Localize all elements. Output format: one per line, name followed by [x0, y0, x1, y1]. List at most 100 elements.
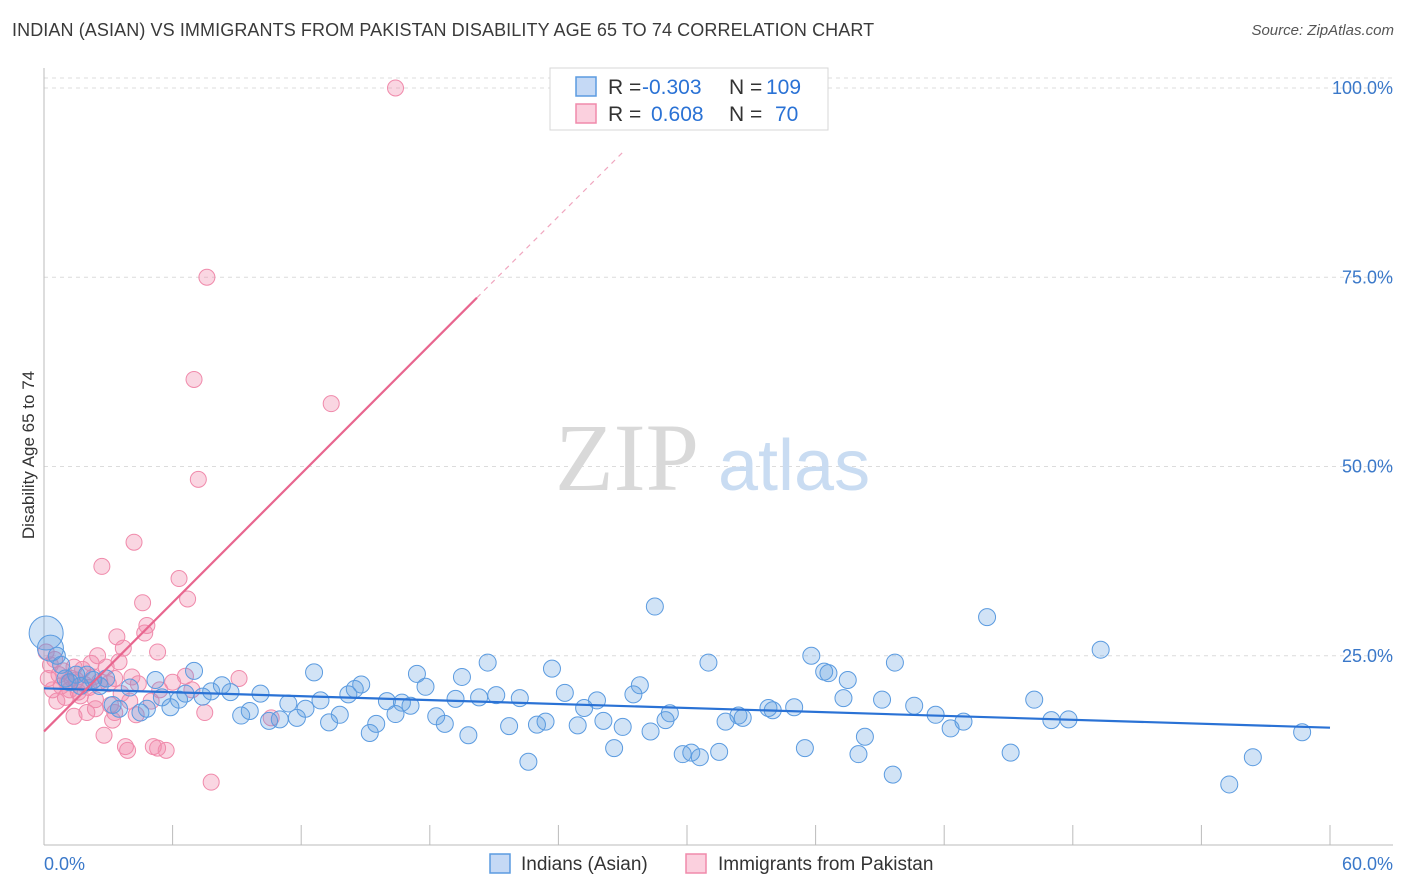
indian-point-36: [311, 691, 330, 710]
trend-lines: [43, 151, 1331, 733]
indian-point-2: [47, 646, 66, 665]
indian-trend-line: [43, 687, 1331, 729]
indian-point-14: [120, 678, 139, 697]
indian-point-73: [641, 722, 660, 741]
pakistan-point-23: [86, 691, 104, 709]
source-label: Source: ZipAtlas.com: [1251, 22, 1394, 39]
pakistan-point-41: [125, 533, 143, 551]
indian-point-89: [802, 646, 821, 665]
watermark-zip: ZIP: [555, 404, 699, 511]
chart-title: INDIAN (ASIAN) VS IMMIGRANTS FROM PAKIST…: [12, 20, 875, 40]
indian-point-51: [435, 714, 454, 733]
indian-point-94: [849, 745, 868, 764]
indian-point-95: [855, 727, 874, 746]
indian-point-88: [795, 739, 814, 758]
indian-point-11: [97, 669, 116, 688]
indian-point-0: [28, 615, 64, 651]
pakistan-point-40: [123, 668, 141, 686]
indian-point-74: [645, 597, 664, 616]
pakistan-point-59: [196, 704, 214, 722]
indian-point-76: [660, 704, 679, 723]
indian-point-78: [682, 743, 701, 762]
indian-point-92: [834, 689, 853, 708]
pakistan-point-24: [89, 647, 107, 665]
indian-points: [28, 597, 1312, 794]
indian-point-54: [459, 726, 478, 745]
indian-point-62: [536, 712, 555, 731]
indian-point-43: [367, 714, 386, 733]
y-tick-label-75: 75.0%: [1342, 267, 1393, 287]
series-legend-label-pakistan: Immigrants from Pakistan: [718, 854, 933, 875]
pakistan-point-27: [95, 726, 113, 744]
pakistan-point-60: [198, 268, 216, 286]
pakistan-point-57: [185, 370, 203, 388]
indian-point-5: [60, 673, 79, 692]
legend-n-label-2: N =: [729, 103, 762, 126]
legend-r-value-1: -0.303: [642, 76, 702, 99]
pakistan-point-44: [134, 594, 152, 612]
indian-point-47: [401, 696, 420, 715]
pakistan-point-1: [39, 669, 57, 687]
indian-point-91: [819, 664, 838, 683]
indian-point-98: [885, 653, 904, 672]
indian-point-57: [487, 686, 506, 705]
indian-point-72: [630, 676, 649, 695]
indian-point-53: [452, 667, 471, 686]
indian-point-48: [407, 664, 426, 683]
indian-point-34: [296, 699, 315, 718]
pakistan-point-34: [110, 653, 128, 671]
pakistan-point-49: [149, 643, 167, 661]
legend-n-value-2: 70: [775, 103, 798, 126]
legend-r-value-2: 0.608: [651, 103, 704, 126]
legend-r-label-1: R =: [608, 76, 641, 99]
indian-point-35: [305, 663, 324, 682]
indian-point-56: [478, 653, 497, 672]
pakistan-point-61: [202, 773, 220, 791]
indian-point-45: [386, 705, 405, 724]
indian-point-69: [605, 739, 624, 758]
indian-point-13: [110, 699, 129, 718]
indian-point-79: [690, 748, 709, 767]
watermark: ZIP atlas: [555, 404, 870, 511]
indian-point-31: [270, 710, 289, 729]
stats-legend: R = -0.303 N = 109 R = 0.608 N = 70: [549, 67, 829, 131]
indian-point-42: [360, 723, 379, 742]
indian-point-103: [978, 608, 997, 627]
pakistan-point-53: [170, 570, 188, 588]
pakistan-point-26: [93, 557, 111, 575]
indian-point-55: [470, 688, 489, 707]
indian-point-84: [733, 708, 752, 727]
indian-point-104: [1001, 743, 1020, 762]
y-axis-label: Disability Age 65 to 74: [19, 371, 38, 539]
indian-point-87: [785, 698, 804, 717]
indian-point-70: [613, 717, 632, 736]
indian-point-68: [594, 711, 613, 730]
indian-point-105: [1025, 690, 1044, 709]
indian-point-110: [1243, 748, 1262, 767]
pakistan-point-13: [65, 707, 83, 725]
indian-point-71: [624, 685, 643, 704]
indian-point-93: [838, 670, 857, 689]
pakistan-point-67: [86, 700, 104, 718]
indian-point-58: [500, 717, 519, 736]
legend-swatch-blue: [575, 76, 597, 97]
indian-point-27: [232, 706, 251, 725]
y-tick-label-50: 50.0%: [1342, 457, 1393, 477]
legend-swatch-pink: [575, 103, 597, 124]
indian-point-26: [221, 683, 240, 702]
indian-point-81: [710, 742, 729, 761]
indian-point-37: [320, 713, 339, 732]
pakistan-point-65: [387, 79, 405, 97]
pakistan-point-46: [138, 616, 156, 634]
indian-point-65: [568, 716, 587, 735]
indian-point-29: [251, 684, 270, 703]
legend-n-label-1: N =: [729, 76, 762, 99]
axes: [43, 68, 1393, 846]
indian-point-52: [446, 689, 465, 708]
legend-n-value-1: 109: [766, 76, 801, 99]
series-legend-label-indians: Indians (Asian): [521, 854, 648, 875]
pakistan-point-50: [151, 681, 169, 699]
pakistan-point-62: [230, 669, 248, 687]
pakistan-point-19: [78, 704, 96, 722]
